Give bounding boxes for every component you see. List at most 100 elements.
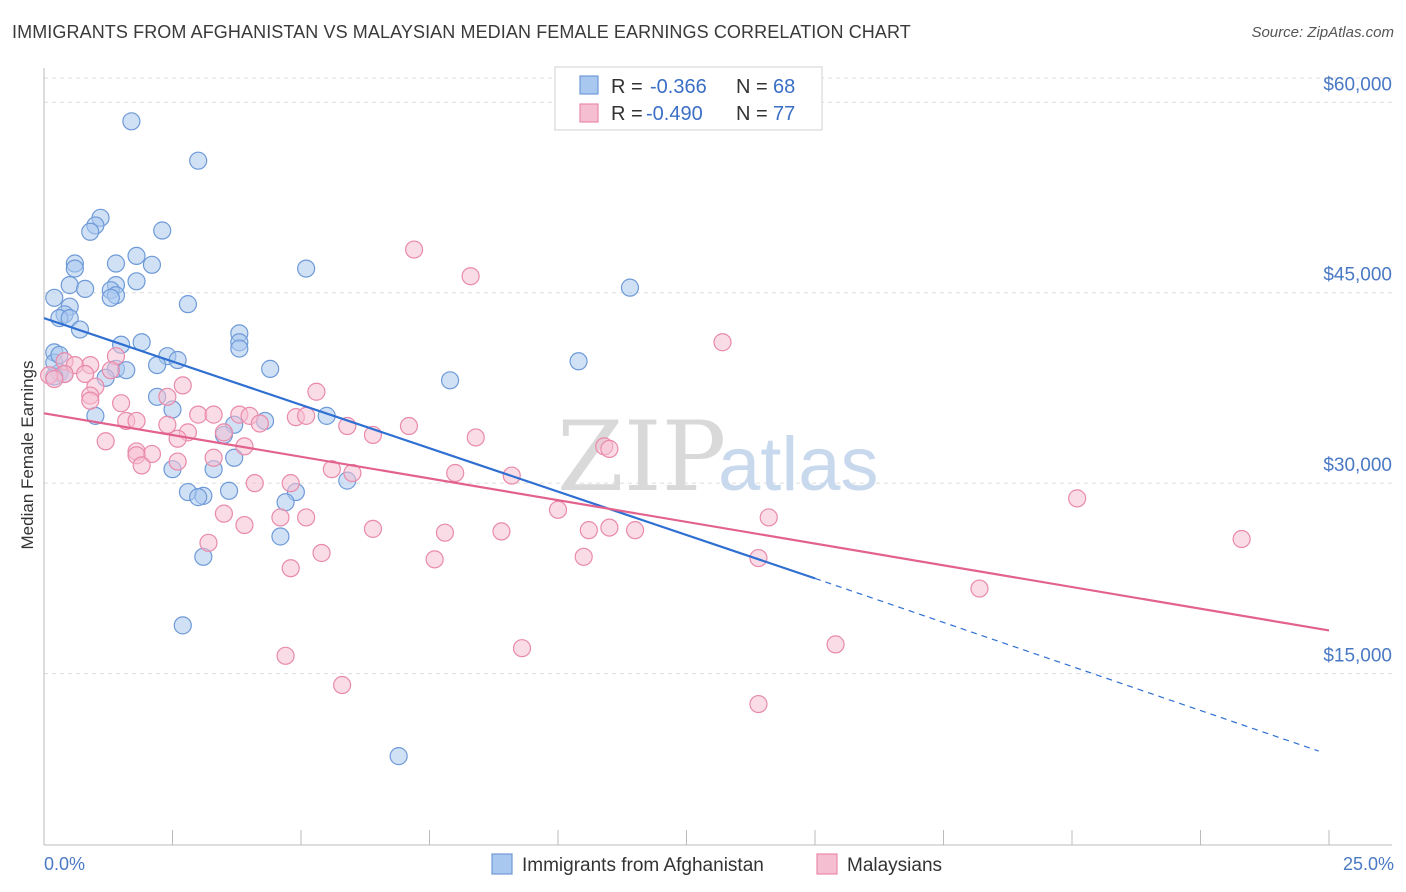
x-tick-label-max: 25.0%: [1343, 854, 1394, 874]
legend-r-value-afghanistan: -0.366: [650, 76, 707, 98]
point-malaysians: [466, 428, 485, 447]
y-tick-label: $15,000: [1323, 646, 1392, 667]
point-afghanistan: [127, 272, 146, 291]
trend-line-afghanistan-extension: [814, 577, 1319, 752]
point-malaysians: [333, 675, 352, 695]
point-malaysians: [158, 415, 177, 434]
point-malaysians: [101, 361, 120, 380]
trend-line-malaysians: [43, 412, 1330, 632]
point-malaysians: [1068, 489, 1087, 508]
point-malaysians: [168, 429, 187, 448]
legend-n-value-malaysians: 77: [773, 103, 795, 125]
point-malaysians: [312, 543, 331, 563]
point-malaysians: [322, 460, 341, 479]
point-malaysians: [111, 394, 131, 413]
point-malaysians: [214, 423, 233, 442]
watermark: ZIP atlas: [557, 401, 879, 513]
x-tick-label-min: 0.0%: [44, 854, 85, 874]
point-malaysians: [435, 523, 455, 542]
point-malaysians: [76, 364, 95, 384]
point-malaysians: [425, 550, 444, 569]
series-legend-swatch-afghanistan: [491, 853, 513, 875]
legend-n-label-afghanistan: N =: [736, 76, 768, 98]
point-afghanistan: [261, 359, 280, 378]
point-afghanistan: [127, 246, 146, 266]
point-afghanistan: [297, 259, 316, 278]
point-malaysians: [281, 559, 300, 578]
point-malaysians: [158, 387, 177, 406]
series-legend-label-malaysians: Malaysians: [847, 855, 942, 876]
point-malaysians: [189, 405, 208, 424]
gridlines: [44, 77, 1392, 675]
point-malaysians: [276, 646, 295, 665]
series-malaysians-points: [40, 240, 1251, 714]
legend-n-value-afghanistan: 68: [773, 76, 795, 98]
series-legend-label-afghanistan: Immigrants from Afghanistan: [522, 855, 764, 876]
point-afghanistan: [142, 255, 162, 274]
watermark-atlas: atlas: [718, 422, 879, 507]
point-afghanistan: [60, 276, 79, 295]
point-malaysians: [625, 521, 645, 540]
point-malaysians: [404, 240, 424, 259]
trend-lines: [43, 317, 1330, 752]
point-malaysians: [199, 533, 218, 552]
x-ticks: [43, 830, 1330, 845]
point-afghanistan: [117, 361, 136, 380]
point-malaysians: [281, 474, 300, 493]
point-malaysians: [713, 333, 732, 352]
point-afghanistan: [230, 339, 249, 358]
watermark-zip: ZIP: [557, 401, 726, 513]
trend-line-afghanistan: [43, 317, 816, 580]
legend-r-label-afghanistan: R =: [611, 76, 643, 98]
point-afghanistan: [620, 278, 640, 297]
point-malaysians: [826, 635, 845, 654]
point-malaysians: [297, 508, 316, 527]
point-malaysians: [399, 416, 419, 436]
point-malaysians: [970, 579, 989, 598]
point-malaysians: [512, 639, 532, 658]
point-malaysians: [548, 500, 568, 519]
point-malaysians: [173, 376, 192, 395]
point-malaysians: [363, 519, 383, 538]
point-malaysians: [600, 439, 619, 458]
point-malaysians: [446, 463, 465, 483]
point-afghanistan: [65, 259, 84, 278]
point-afghanistan: [153, 221, 172, 240]
point-malaysians: [250, 414, 269, 433]
point-malaysians: [574, 547, 593, 566]
point-malaysians: [271, 508, 290, 527]
legend-swatch-malaysians: [579, 103, 599, 123]
point-afghanistan: [106, 254, 126, 273]
point-afghanistan: [173, 616, 192, 635]
point-malaysians: [204, 448, 223, 467]
point-afghanistan: [178, 295, 198, 314]
point-afghanistan: [189, 488, 208, 507]
point-afghanistan: [440, 371, 460, 390]
point-malaysians: [204, 405, 223, 424]
y-tick-label: $45,000: [1323, 265, 1392, 286]
point-malaysians: [749, 548, 768, 568]
stats-legend-box: [554, 66, 823, 131]
point-malaysians: [245, 474, 264, 493]
point-afghanistan: [101, 288, 120, 307]
point-afghanistan: [76, 279, 95, 299]
point-malaysians: [307, 382, 326, 401]
point-malaysians: [297, 406, 316, 425]
point-malaysians: [749, 694, 768, 714]
y-tick-labels: $15,000 $30,000 $45,000 $60,000: [1323, 74, 1392, 666]
series-legend-swatch-malaysians: [816, 853, 838, 875]
point-afghanistan: [81, 222, 100, 241]
stats-legend: R = -0.366 N = 68 R = -0.490 N = 77: [554, 66, 823, 131]
point-malaysians: [81, 391, 100, 410]
point-malaysians: [461, 267, 480, 286]
point-afghanistan: [271, 527, 290, 546]
point-malaysians: [759, 508, 778, 527]
point-afghanistan: [225, 448, 244, 467]
point-malaysians: [1232, 529, 1251, 549]
point-malaysians: [214, 504, 233, 523]
legend-swatch-afghanistan: [579, 75, 599, 95]
y-tick-label: $60,000: [1323, 74, 1392, 95]
point-malaysians: [492, 522, 511, 541]
series-afghanistan-points: [45, 112, 640, 766]
point-malaysians: [168, 452, 187, 471]
